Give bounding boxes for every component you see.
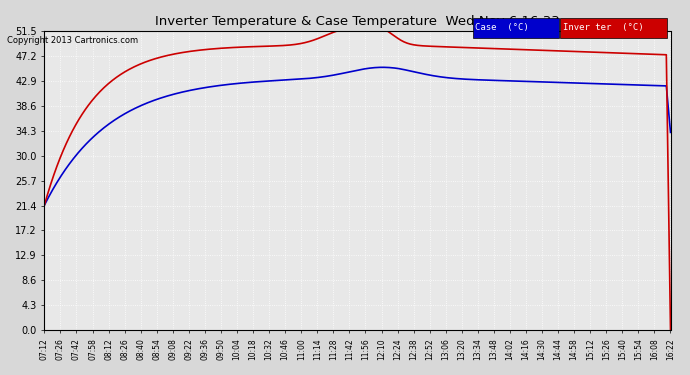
Title: Inverter Temperature & Case Temperature  Wed Nov 6 16:33: Inverter Temperature & Case Temperature … <box>155 15 560 28</box>
Text: Inver ter  (°C): Inver ter (°C) <box>563 23 644 32</box>
Text: Copyright 2013 Cartronics.com: Copyright 2013 Cartronics.com <box>7 36 138 45</box>
Text: Case  (°C): Case (°C) <box>475 23 529 32</box>
